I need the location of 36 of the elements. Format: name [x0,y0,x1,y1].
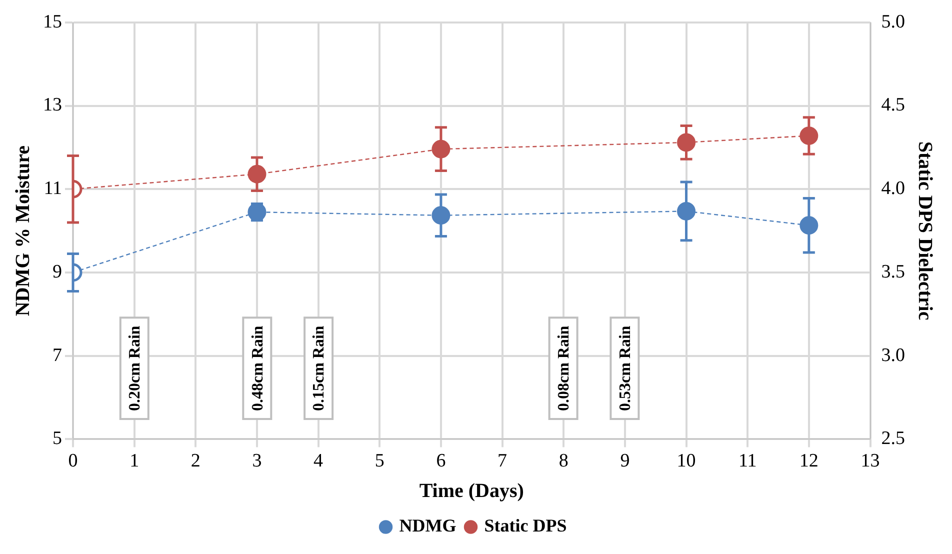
x-tick-label: 2 [190,450,200,472]
y-tick-label: 9 [52,261,62,282]
y2-tick-label: 4.5 [881,94,905,116]
x-tick-label: 3 [252,450,262,472]
y2-tick-label: 3.5 [881,261,905,282]
annotation: 0.53cm Rain [616,326,634,412]
x-tick-label: 11 [738,450,757,472]
y-tick-label: 13 [43,94,62,116]
annotation: 0.20cm Rain [126,326,144,412]
y-tick-label: 15 [43,11,62,32]
annotation: 0.15cm Rain [310,326,328,412]
x-tick-label: 4 [314,450,324,472]
annotation: 0.08cm Rain [555,326,572,412]
x-tick-label: 12 [799,450,818,472]
x-tick-label: 8 [558,450,568,472]
legend-label: Static DPS [484,516,567,536]
x-tick-label: 13 [860,450,880,472]
y2-tick-label: 5.0 [881,11,905,32]
x-tick-label: 0 [68,450,78,472]
x-tick-label: 5 [374,450,384,472]
legend-label: NDMG [399,516,456,536]
y-tick-label: 7 [52,344,62,366]
x-tick-label: 6 [436,450,446,472]
x-tick-label: 1 [130,450,140,472]
annotation: 0.48cm Rain [249,326,266,412]
x-tick-label: 7 [498,450,508,472]
x-tick-label: 10 [676,450,696,472]
y2-tick-label: 2.5 [881,428,905,450]
y2-axis-title: Static DPS Dielectric [914,141,936,320]
y-tick-label: 5 [52,428,62,450]
x-tick-label: 9 [620,450,630,472]
y2-tick-label: 4.0 [881,178,905,200]
y2-tick-label: 3.0 [881,344,905,366]
y-axis-title: NDMG % Moisture [12,145,34,316]
x-axis-title: Time (Days) [419,480,524,502]
y-tick-label: 11 [44,178,62,200]
